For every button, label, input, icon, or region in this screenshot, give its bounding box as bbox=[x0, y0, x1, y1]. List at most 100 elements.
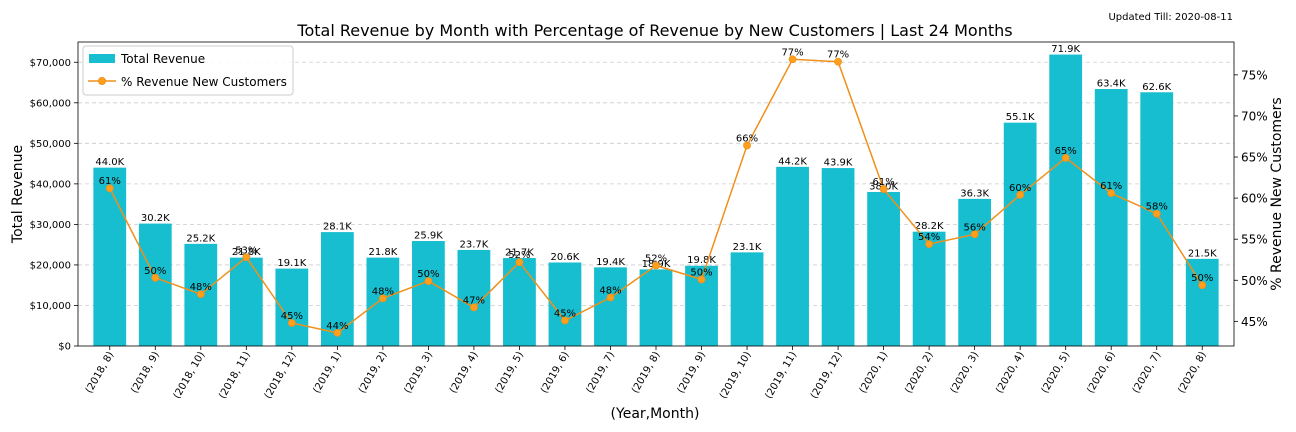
line-data-label: 77% bbox=[781, 47, 803, 58]
bar bbox=[229, 257, 263, 346]
x-tick-label: (2019, 8) bbox=[630, 350, 663, 395]
x-tick-label: (2020, 6) bbox=[1085, 350, 1118, 395]
bar bbox=[776, 166, 809, 346]
bar bbox=[1003, 122, 1037, 346]
line-data-label: 50% bbox=[1191, 273, 1213, 284]
x-tick-label: (2020, 3) bbox=[949, 350, 982, 395]
y-tick-label: $50,000 bbox=[30, 139, 71, 150]
y-tick-label: $0 bbox=[58, 342, 71, 353]
line-point bbox=[424, 277, 433, 285]
bar-data-label: 71.9K bbox=[1051, 44, 1080, 55]
x-tick-label: (2019, 6) bbox=[539, 350, 572, 395]
y-tick-label: $10,000 bbox=[30, 301, 71, 312]
line-point bbox=[378, 294, 387, 303]
x-axis: (2018, 8) (2018, 9) (2018, 10) (2018, 11) (2… bbox=[84, 346, 1209, 401]
x-tick-label: (2018, 11) bbox=[217, 350, 253, 401]
line-point bbox=[1016, 190, 1025, 199]
line-data-label: 58% bbox=[1146, 202, 1168, 213]
x-tick-label: (2018, 8) bbox=[84, 350, 117, 395]
bar bbox=[1094, 89, 1128, 346]
line-point bbox=[151, 273, 160, 282]
line-data-label: 65% bbox=[1055, 146, 1077, 157]
line-point bbox=[287, 319, 296, 327]
y-axis-right: 45% 50% 55% 60% 65% 70% 75% bbox=[1234, 68, 1268, 329]
bar-data-label: 23.1K bbox=[733, 242, 762, 253]
bar bbox=[320, 232, 354, 346]
line-point bbox=[1198, 281, 1207, 290]
x-tick-label: (2019, 12) bbox=[809, 350, 845, 401]
legend-bar-label: Total Revenue bbox=[120, 52, 205, 66]
line-data-labels: 61% 50% 48% 53% 45% 44% 48% 50% 47% 52% 45% 48% 52% 5… bbox=[99, 47, 1214, 332]
bar bbox=[503, 258, 536, 346]
bar bbox=[594, 267, 627, 346]
bar bbox=[1140, 92, 1174, 347]
bar bbox=[639, 269, 673, 346]
x-tick-label: (2019, 9) bbox=[676, 350, 709, 395]
line-data-label: 50% bbox=[144, 266, 166, 277]
line-data-label: 52% bbox=[508, 250, 530, 261]
bar bbox=[867, 191, 900, 346]
line-data-label: 56% bbox=[964, 222, 986, 233]
x-tick-label: (2020, 4) bbox=[994, 350, 1027, 395]
y2-tick-label: 75% bbox=[1241, 68, 1268, 82]
x-tick-label: (2018, 12) bbox=[263, 350, 299, 401]
line-data-label: 50% bbox=[417, 269, 439, 280]
x-tick-label: (2019, 3) bbox=[402, 350, 435, 395]
line-point bbox=[242, 253, 251, 262]
bar-data-label: 19.1K bbox=[277, 258, 306, 269]
bar bbox=[912, 231, 946, 346]
bar-data-label: 25.2K bbox=[186, 233, 215, 244]
bar-data-label: 43.9K bbox=[824, 158, 853, 169]
x-tick-label: (2019, 10) bbox=[718, 350, 754, 401]
y2-tick-label: 50% bbox=[1241, 274, 1268, 288]
line-data-label: 48% bbox=[372, 286, 394, 297]
legend-bar-swatch bbox=[89, 54, 115, 63]
x-tick-label: (2019, 7) bbox=[585, 350, 618, 395]
x-axis-title: (Year,Month) bbox=[611, 406, 700, 422]
bar-data-label: 44.2K bbox=[778, 156, 807, 167]
line-data-label: 60% bbox=[1009, 183, 1031, 194]
x-tick-label: (2020, 2) bbox=[903, 350, 936, 395]
bar-data-label: 44.0K bbox=[95, 157, 124, 168]
bar bbox=[548, 262, 582, 346]
x-tick-label: (2020, 1) bbox=[858, 350, 891, 395]
y2-tick-label: 45% bbox=[1241, 315, 1268, 329]
y2-tick-label: 70% bbox=[1241, 109, 1268, 123]
line-data-label: 45% bbox=[554, 309, 576, 320]
y2-tick-label: 65% bbox=[1241, 151, 1268, 165]
bar-data-label: 19.8K bbox=[687, 255, 716, 266]
y-tick-label: $20,000 bbox=[30, 260, 71, 271]
y2-tick-label: 55% bbox=[1241, 233, 1268, 247]
y-tick-label: $60,000 bbox=[30, 98, 71, 109]
line-point bbox=[470, 303, 478, 312]
bar bbox=[138, 223, 172, 346]
bar-data-label: 28.2K bbox=[915, 221, 944, 232]
bar bbox=[412, 241, 445, 346]
line-point bbox=[333, 328, 342, 337]
line-data-label: 48% bbox=[599, 286, 621, 297]
bar-data-label: 30.2K bbox=[141, 213, 170, 224]
line-point bbox=[561, 316, 569, 325]
line-point bbox=[788, 55, 797, 64]
x-tick-label: (2019, 5) bbox=[494, 350, 527, 395]
y-tick-label: $40,000 bbox=[30, 179, 71, 190]
x-tick-label: (2018, 10) bbox=[172, 350, 208, 401]
x-tick-label: (2019, 2) bbox=[357, 350, 390, 395]
bar-data-label: 25.9K bbox=[414, 231, 443, 242]
line-data-label: 77% bbox=[827, 50, 849, 61]
bars bbox=[93, 54, 1219, 347]
line-point bbox=[879, 185, 888, 193]
bar bbox=[730, 252, 764, 346]
bar-data-label: 20.6K bbox=[551, 252, 580, 263]
bar bbox=[1185, 258, 1219, 346]
bar-data-label: 19.4K bbox=[596, 257, 625, 268]
bar-data-label: 63.4K bbox=[1097, 79, 1126, 90]
line-data-label: 61% bbox=[1100, 181, 1122, 192]
y2-axis-title: % Revenue New Customers bbox=[1269, 97, 1285, 290]
bar-data-label: 23.7K bbox=[460, 239, 489, 250]
line-data-label: 66% bbox=[736, 134, 758, 145]
bar-data-label: 62.6K bbox=[1142, 82, 1171, 93]
y-tick-label: $30,000 bbox=[30, 220, 71, 231]
line-point bbox=[970, 230, 979, 239]
bar-data-labels: 44.0K 30.2K 25.2K 21.8K 19.1K 28.1K 21.8K 25.9K… bbox=[95, 44, 1217, 270]
